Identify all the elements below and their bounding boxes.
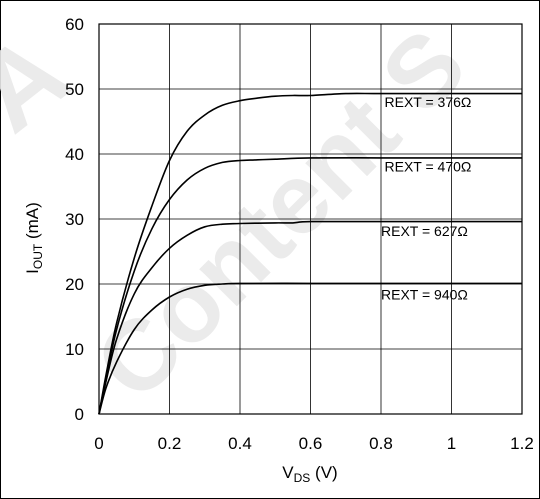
x-tick-label: 0.2 xyxy=(158,434,182,453)
x-tick-label: 1 xyxy=(447,434,456,453)
y-tick-label: 0 xyxy=(75,405,84,424)
x-tick-label: 0.4 xyxy=(228,434,252,453)
y-tick-label: 10 xyxy=(65,340,84,359)
x-axis-title: VDS (V) xyxy=(282,463,337,485)
plot-area-border xyxy=(98,23,523,415)
curve-labels: REXT = 376Ω REXT = 470Ω REXT = 627Ω REXT = … xyxy=(381,94,471,302)
x-tick-label: 0 xyxy=(94,434,103,453)
curve-label-3: REXT = 627Ω xyxy=(381,223,468,239)
y-tick-label: 50 xyxy=(65,80,84,99)
y-tick-label: 60 xyxy=(65,15,84,34)
series-lines xyxy=(98,92,522,415)
series-line-1 xyxy=(98,92,522,415)
y-axis-title: IOUT (mA) xyxy=(23,202,45,274)
series-line-2 xyxy=(98,157,522,415)
y-tick-label: 40 xyxy=(65,145,84,164)
y-tick-label: 30 xyxy=(65,210,84,229)
y-tick-label: 20 xyxy=(65,275,84,294)
curve-label-4: REXT = 940Ω xyxy=(381,287,468,303)
x-tick-label: 0.6 xyxy=(299,434,323,453)
curve-label-2: REXT = 470Ω xyxy=(385,159,472,175)
x-tick-label: 1.2 xyxy=(510,434,534,453)
series-line-3 xyxy=(98,220,522,415)
x-tick-labels: 0 0.2 0.4 0.6 0.8 1 1.2 xyxy=(94,434,534,453)
series-line-4 xyxy=(98,282,522,415)
curve-label-1: REXT = 376Ω xyxy=(385,94,472,110)
x-tick-label: 0.8 xyxy=(369,434,393,453)
y-tick-labels: 0 10 20 30 40 50 60 xyxy=(65,15,84,424)
